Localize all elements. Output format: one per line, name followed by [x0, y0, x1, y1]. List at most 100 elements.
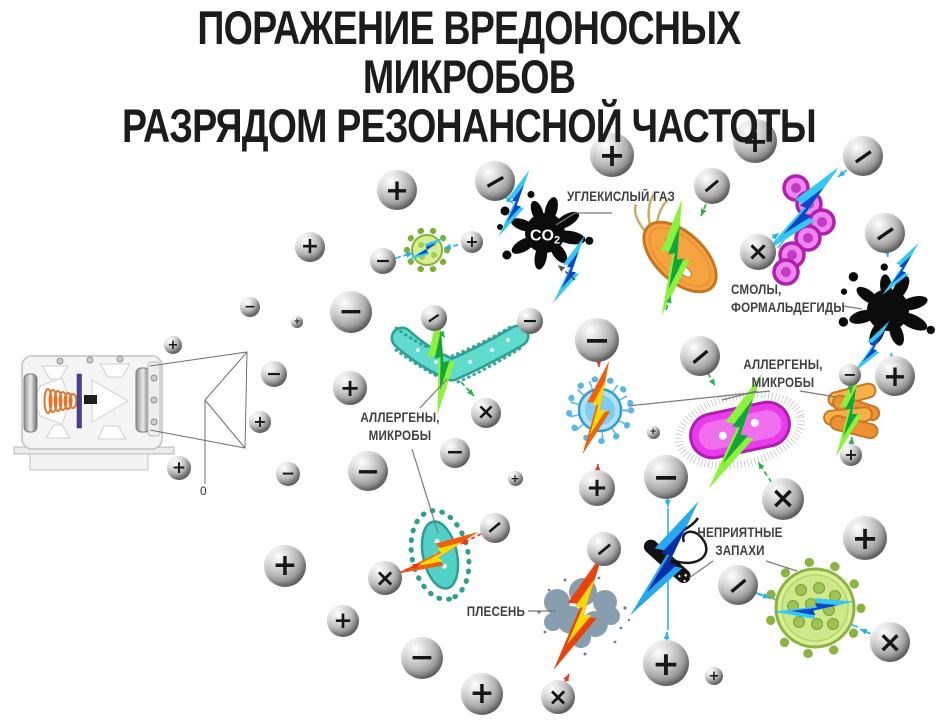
ion-sign: + — [851, 519, 879, 557]
ion-particle: − — [865, 211, 905, 254]
ion-particle: − — [330, 291, 372, 333]
ion-sign: + — [465, 232, 479, 251]
ion-sign: + — [167, 337, 179, 353]
device-zero-label: 0 — [200, 484, 207, 498]
ion-sign: + — [844, 445, 858, 464]
ion-sign: + — [293, 316, 301, 327]
ion-particle: + — [291, 316, 303, 328]
ion-sign: − — [475, 159, 514, 202]
ion-particle: − — [839, 364, 861, 386]
ion-particle: × — [541, 680, 575, 714]
ion-sign: − — [587, 531, 621, 567]
ion-sign: + — [708, 668, 720, 684]
ion-sign: × — [374, 564, 396, 592]
ion-particle: − — [421, 304, 447, 331]
title-line-1: ПОРАЖЕНИЕ ВРЕДОНОСНЫХ МИКРОБОВ — [197, 1, 741, 103]
ion-sign: × — [877, 624, 903, 659]
label-unpleasant-odors: НЕПРИЯТНЫЕ ЗАПАХИ — [697, 525, 783, 558]
ion-particle: − — [694, 168, 730, 204]
ion-particle: + — [461, 673, 503, 715]
label-carbon-dioxide: УГЛЕКИСЛЫЙ ГАЗ — [567, 189, 675, 204]
label-allergens-microbes-right: АЛЛЕРГЕНЫ, МИКРОБЫ — [743, 357, 823, 390]
diagram-title: ПОРАЖЕНИЕ ВРЕДОНОСНЫХ МИКРОБОВ РАЗРЯДОМ … — [94, 1, 844, 152]
ion-particle: + — [327, 605, 359, 637]
ion-particle: + — [733, 119, 777, 163]
label-pointers — [411, 212, 863, 612]
ion-particle: − — [575, 318, 619, 362]
ion-particle: − — [370, 248, 396, 274]
ion-sign: + — [272, 548, 298, 583]
ion-sign: + — [510, 471, 520, 485]
ion-particle: + — [579, 470, 615, 506]
ion-sign: − — [375, 249, 391, 272]
ion-sign: − — [280, 463, 296, 484]
ion-sign: − — [244, 299, 256, 315]
ion-particle: + — [377, 170, 417, 210]
ion-sign: − — [522, 309, 538, 332]
ion-particle: − — [517, 308, 543, 334]
ion-sign: − — [865, 211, 905, 254]
ion-sign: − — [445, 440, 465, 465]
ion-sign: × — [747, 237, 769, 267]
ion-particle: × — [740, 234, 776, 270]
co2-formula-sub: 2 — [553, 234, 561, 247]
ion-particle: + — [646, 425, 660, 439]
ion-particle: − — [679, 335, 720, 376]
ion-sign: − — [409, 640, 435, 675]
ion-particle: − — [276, 462, 300, 486]
ion-sign: − — [843, 134, 883, 177]
ion-particle: − — [261, 361, 287, 387]
ion-particle: − — [475, 159, 515, 202]
ion-sign: + — [469, 676, 495, 711]
ion-particle: + — [705, 667, 723, 685]
ion-sign: + — [384, 172, 410, 207]
ion-sign: + — [253, 412, 267, 431]
ion-particle: − — [843, 134, 883, 177]
ion-sign: × — [770, 481, 796, 516]
ion-particle: + — [264, 545, 306, 587]
ion-particle: − — [717, 564, 758, 605]
ion-sign: − — [266, 362, 282, 385]
ion-particle: + — [843, 516, 887, 560]
ion-sign: + — [882, 358, 908, 393]
ion-particle: × — [870, 622, 910, 662]
co2-formula: CO2 — [530, 228, 560, 247]
label-allergens-microbes-left: АЛЛЕРГЕНЫ, МИКРОБЫ — [360, 410, 440, 443]
ion-sign: + — [300, 234, 320, 259]
ion-sign: + — [339, 374, 361, 402]
ion-sign: + — [649, 426, 657, 437]
ion-particle: + — [461, 231, 483, 253]
ion-particle: + — [643, 640, 689, 686]
ion-sign: + — [598, 136, 626, 174]
ion-particle: + — [295, 232, 325, 262]
coil-icon — [43, 388, 78, 414]
ion-sign: + — [652, 643, 680, 683]
ion-sign: + — [586, 473, 608, 503]
ion-particle: − — [480, 512, 510, 543]
title-line-2: РАЗРЯДОМ РЕЗОНАНСНОЙ ЧАСТОТЫ — [122, 98, 817, 152]
ion-particle: − — [644, 455, 688, 499]
ion-particle: + — [333, 371, 367, 405]
emission-funnel — [149, 351, 248, 484]
ion-particle: + — [249, 411, 271, 433]
ion-particle: + — [840, 444, 862, 466]
ion-sign: − — [694, 167, 730, 205]
label-mold: ПЛЕСЕНЬ — [466, 604, 525, 619]
ion-particle: − — [440, 438, 470, 468]
label-resins-formaldehydes: СМОЛЫ, ФОРМАЛЬДЕГИДЫ — [731, 282, 845, 315]
ion-particle: + — [167, 456, 191, 480]
ion-particle: × — [762, 478, 804, 520]
ion-sign: + — [741, 122, 769, 160]
ion-particle: × — [368, 561, 402, 595]
ion-particle: − — [401, 637, 443, 679]
ion-particle: × — [471, 398, 501, 428]
ion-particle: + — [875, 356, 915, 396]
ion-particle: + — [590, 133, 634, 177]
ion-sign: − — [583, 321, 611, 359]
ion-sign: − — [355, 453, 381, 488]
ion-sign: × — [547, 683, 569, 711]
ion-particle: + — [507, 470, 523, 486]
ion-sign: + — [171, 457, 187, 478]
